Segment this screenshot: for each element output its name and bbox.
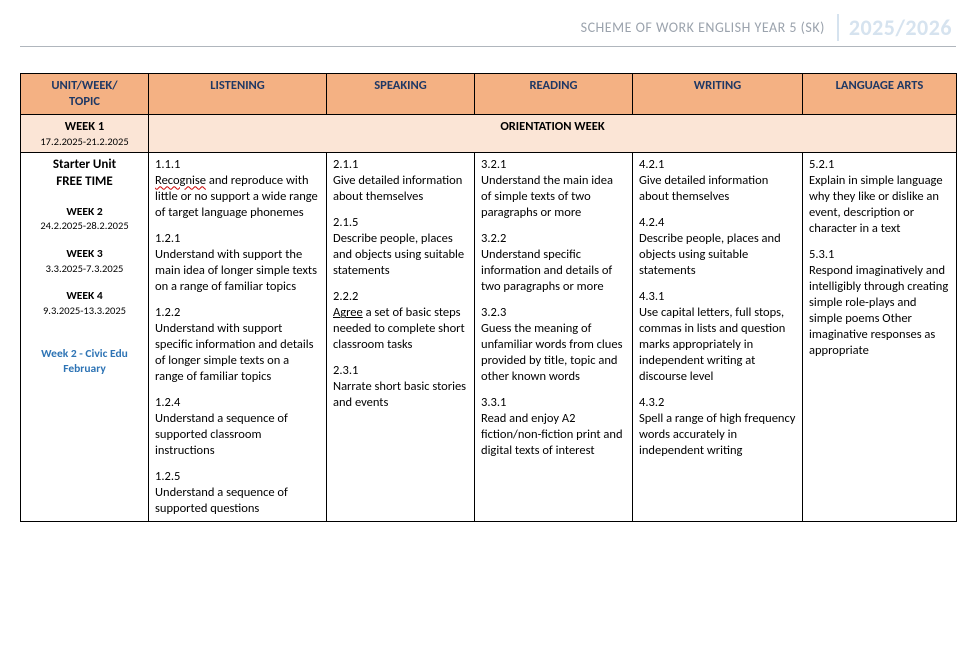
header-rule bbox=[20, 46, 956, 47]
lo-item: 4.2.4Describe people, places and objects… bbox=[639, 215, 796, 279]
page: SCHEME OF WORK ENGLISH YEAR 5 (SK) 2025/… bbox=[0, 0, 976, 660]
lo-item: 3.2.1Understand the main idea of simple … bbox=[481, 157, 626, 221]
header-year: 2025/2026 bbox=[837, 14, 952, 41]
lo-item: 5.2.1Explain in simple language why they… bbox=[809, 157, 950, 237]
week-dates: 9.3.2025-13.3.2025 bbox=[27, 304, 142, 317]
unit-title-1: Starter Unit bbox=[27, 157, 142, 174]
lo-item: 4.2.1Give detailed information about the… bbox=[639, 157, 796, 205]
civic-note-2: February bbox=[27, 362, 142, 377]
week1-label: WEEK 1 bbox=[27, 119, 142, 135]
col-reading: READING bbox=[475, 74, 633, 115]
lo-item: 2.1.1Give detailed information about the… bbox=[333, 157, 468, 205]
speaking-cell: 2.1.1Give detailed information about the… bbox=[327, 153, 475, 522]
col-writing: WRITING bbox=[633, 74, 803, 115]
lo-item: 3.3.1Read and enjoy A2 fiction/non-ficti… bbox=[481, 395, 626, 459]
lo-item: 5.3.1Respond imaginatively and intelligi… bbox=[809, 247, 950, 359]
col-language-arts: LANGUAGE ARTS bbox=[803, 74, 957, 115]
language-arts-cell: 5.2.1Explain in simple language why they… bbox=[803, 153, 957, 522]
spellcheck-word: Recognise bbox=[155, 173, 206, 188]
lo-item: 1.2.2Understand with support specific in… bbox=[155, 305, 320, 385]
lo-item: 2.2.2 Agree a set of basic steps needed … bbox=[333, 289, 468, 353]
col-speaking: SPEAKING bbox=[327, 74, 475, 115]
lo-item: 1.2.5Understand a sequence of supported … bbox=[155, 469, 320, 517]
lo-item: 1.1.1 Recognise and reproduce with littl… bbox=[155, 157, 320, 221]
header-title: SCHEME OF WORK ENGLISH YEAR 5 (SK) bbox=[581, 19, 825, 36]
table-header-row: UNIT/WEEK/ TOPIC LISTENING SPEAKING READ… bbox=[21, 74, 957, 115]
civic-note-1: Week 2 - Civic Edu bbox=[27, 347, 142, 362]
week1-row: WEEK 1 17.2.2025-21.2.2025 ORIENTATION W… bbox=[21, 115, 957, 153]
unit-cell: Starter Unit FREE TIME WEEK 2 24.2.2025-… bbox=[21, 153, 149, 522]
week-label: WEEK 4 bbox=[27, 289, 142, 304]
week-label: WEEK 3 bbox=[27, 247, 142, 262]
col-unit: UNIT/WEEK/ TOPIC bbox=[21, 74, 149, 115]
week-dates: 3.3.2025-7.3.2025 bbox=[27, 262, 142, 275]
week1-cell: WEEK 1 17.2.2025-21.2.2025 bbox=[21, 115, 149, 153]
lo-item: 2.3.1Narrate short basic stories and eve… bbox=[333, 363, 468, 411]
lo-item: 1.2.4Understand a sequence of supported … bbox=[155, 395, 320, 459]
scheme-table: UNIT/WEEK/ TOPIC LISTENING SPEAKING READ… bbox=[20, 73, 957, 522]
week-dates: 24.2.2025-28.2.2025 bbox=[27, 219, 142, 232]
lo-item: 2.1.5Describe people, places and objects… bbox=[333, 215, 468, 279]
reading-cell: 3.2.1Understand the main idea of simple … bbox=[475, 153, 633, 522]
col-listening: LISTENING bbox=[149, 74, 327, 115]
unit-title-2: FREE TIME bbox=[27, 174, 142, 191]
lo-item: 4.3.2Spell a range of high frequency wor… bbox=[639, 395, 796, 459]
lo-item: 4.3.1Use capital letters, full stops, co… bbox=[639, 289, 796, 385]
lo-item: 1.2.1Understand with support the main id… bbox=[155, 231, 320, 295]
lo-item: 3.2.2Understand specific information and… bbox=[481, 231, 626, 295]
week-label: WEEK 2 bbox=[27, 205, 142, 220]
listening-cell: 1.1.1 Recognise and reproduce with littl… bbox=[149, 153, 327, 522]
underlined-word: Agree bbox=[333, 305, 363, 320]
content-row: Starter Unit FREE TIME WEEK 2 24.2.2025-… bbox=[21, 153, 957, 522]
orientation-banner: ORIENTATION WEEK bbox=[149, 115, 957, 153]
writing-cell: 4.2.1Give detailed information about the… bbox=[633, 153, 803, 522]
lo-item: 3.2.3Guess the meaning of unfamiliar wor… bbox=[481, 305, 626, 385]
week1-dates: 17.2.2025-21.2.2025 bbox=[27, 135, 142, 148]
page-header: SCHEME OF WORK ENGLISH YEAR 5 (SK) 2025/… bbox=[20, 12, 956, 42]
